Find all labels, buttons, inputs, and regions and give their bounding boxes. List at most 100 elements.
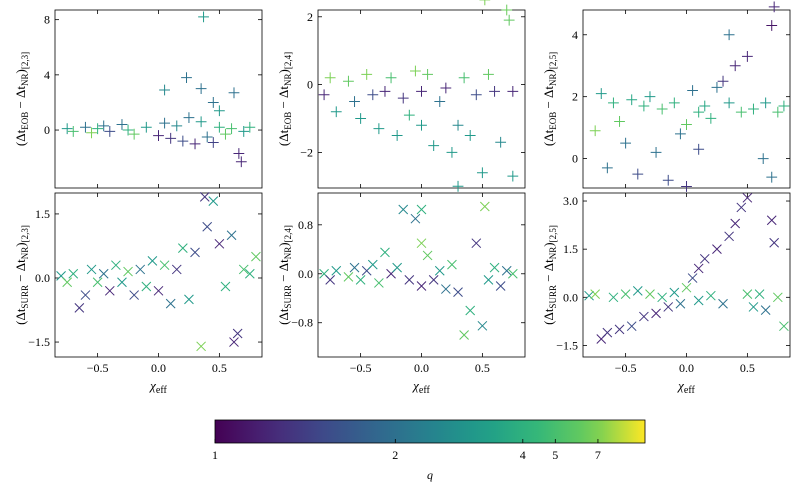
- point: [331, 265, 342, 276]
- point: [244, 268, 255, 279]
- label-part: (Δt: [276, 308, 291, 325]
- point: [477, 320, 488, 331]
- point: [589, 125, 601, 137]
- point: [507, 85, 519, 97]
- point: [741, 51, 753, 62]
- point: [742, 192, 753, 203]
- point: [98, 120, 110, 132]
- point: [778, 100, 790, 112]
- point: [374, 278, 384, 288]
- point: [198, 11, 209, 23]
- point: [723, 29, 735, 41]
- point: [638, 100, 650, 112]
- point: [614, 324, 625, 335]
- point: [434, 265, 445, 276]
- point: [392, 262, 403, 273]
- point: [391, 130, 403, 141]
- point: [385, 72, 397, 84]
- point: [181, 72, 192, 84]
- point: [626, 94, 638, 106]
- point: [207, 97, 219, 108]
- subscript: eff: [684, 385, 696, 396]
- label-part: (Δt: [13, 129, 28, 146]
- point: [470, 89, 482, 101]
- point: [422, 250, 433, 261]
- point: [699, 253, 710, 264]
- subscript: eff: [156, 385, 168, 396]
- point: [452, 180, 464, 192]
- point: [349, 262, 360, 273]
- point: [601, 162, 613, 174]
- subscript: EOB: [20, 112, 30, 130]
- point: [122, 124, 134, 136]
- subscript: [2,3]: [20, 52, 30, 69]
- point: [190, 247, 200, 258]
- point: [503, 14, 515, 26]
- point: [705, 112, 717, 124]
- point: [349, 96, 360, 107]
- point: [712, 244, 722, 255]
- point: [476, 167, 488, 179]
- point: [128, 128, 140, 140]
- point: [416, 85, 427, 97]
- point: [650, 147, 662, 158]
- point: [324, 72, 336, 84]
- point: [748, 302, 759, 312]
- x-tick-label: 0.0: [151, 361, 166, 375]
- point: [495, 136, 507, 148]
- point: [367, 89, 379, 101]
- point: [769, 237, 780, 248]
- x-tick-label: 0.5: [475, 361, 490, 375]
- point: [495, 281, 506, 291]
- point: [86, 127, 97, 139]
- point: [681, 181, 692, 192]
- point: [453, 287, 463, 297]
- point: [416, 119, 427, 131]
- point: [325, 275, 336, 285]
- point: [501, 4, 513, 16]
- point: [397, 92, 409, 104]
- axes-frame: [582, 192, 791, 358]
- point: [147, 256, 158, 266]
- point: [471, 238, 482, 249]
- point: [244, 121, 256, 133]
- point: [760, 97, 772, 109]
- subscript: NR: [283, 247, 293, 260]
- subscript: [2,5]: [548, 225, 558, 242]
- point: [238, 264, 249, 275]
- subscript: SURR: [548, 285, 558, 309]
- y-tick-label: 0.8: [298, 218, 313, 232]
- point: [208, 196, 219, 206]
- colorbar-label: q: [427, 468, 433, 482]
- point: [129, 290, 140, 300]
- axes-frame: [54, 9, 263, 189]
- point: [483, 69, 494, 80]
- panel: −1.5 0.0 1.5 3.0 −0.5 0.0 0.5 (ΔtSURR − ΔtNR)[2…: [541, 192, 791, 396]
- y-tick-label: 0.0: [563, 290, 578, 304]
- colorbar-tick-label: 1: [212, 448, 218, 462]
- point: [213, 121, 225, 133]
- y-tick-label: 1.5: [35, 207, 50, 221]
- point: [404, 275, 415, 285]
- point: [632, 286, 643, 296]
- point: [196, 341, 206, 352]
- y-tick-label: −1.5: [556, 338, 578, 352]
- label-part: ): [13, 69, 28, 73]
- point: [608, 97, 619, 109]
- point: [195, 116, 207, 128]
- y-axis-label: (ΔtSURR − ΔtNR)[2,4]: [276, 225, 293, 325]
- point: [207, 137, 219, 148]
- point: [644, 91, 656, 103]
- point: [656, 103, 668, 115]
- label-part: ): [276, 242, 291, 246]
- label-part: − Δt: [276, 86, 291, 112]
- point: [86, 264, 97, 275]
- point: [760, 305, 771, 315]
- panel: 0 2 4 (ΔtEOB − ΔtNR)[2,5]: [541, 1, 791, 192]
- point: [380, 247, 390, 258]
- point: [507, 170, 519, 182]
- point: [768, 1, 780, 13]
- point: [639, 311, 649, 322]
- point: [184, 294, 194, 305]
- point: [675, 298, 686, 309]
